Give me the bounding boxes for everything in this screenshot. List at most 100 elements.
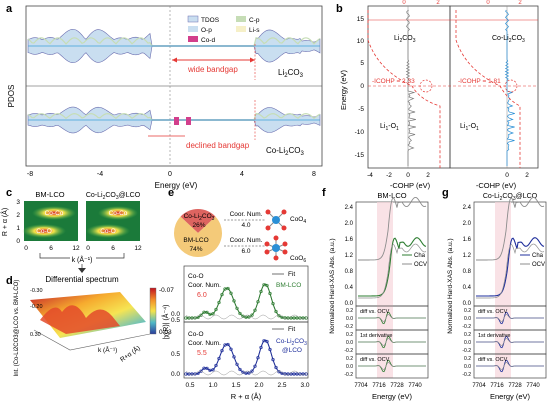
- panel-c-label: c: [6, 187, 12, 199]
- c-right-spot-coo: [86, 224, 130, 238]
- c-right-coco: Co-Co: [109, 210, 128, 217]
- g-ytick-1: 2.0: [463, 221, 472, 227]
- e-top-marker: [232, 299, 236, 303]
- e-bot-cn-value: 5.5: [197, 350, 207, 357]
- e-top-marker: [256, 300, 260, 304]
- d-cbar-max: -0.07: [159, 287, 174, 294]
- b-ytick-0: 15: [357, 16, 365, 23]
- b-left-material: Li2CO3: [394, 35, 416, 44]
- g-sub1-label: diff vs. OCV: [478, 309, 508, 315]
- c-title-right: Co-Li2CO3@LCO: [86, 192, 141, 201]
- legend-swatch-cp: [236, 16, 246, 22]
- f-ocv-top: [358, 196, 427, 261]
- e-xtick-5: 3.0: [300, 382, 309, 389]
- f-xas-curves: [358, 196, 427, 373]
- a-xtick-1: -4: [97, 171, 103, 178]
- cohp-curves: [367, 9, 521, 168]
- b-left-circle: [419, 79, 433, 93]
- c-right-spot-coco: [98, 206, 138, 220]
- e-bot-marker: [232, 355, 236, 359]
- d-colorbar-rect: [149, 287, 157, 335]
- e-top-fit-line: [186, 283, 306, 319]
- e-top-marker: [259, 289, 263, 294]
- e-coord-header-1: Coor. Num.: [230, 237, 263, 244]
- c-left-coco: Co-Co: [45, 210, 64, 217]
- b-right-bond: Li1-O1: [460, 123, 479, 132]
- e-bot-marker: [223, 343, 227, 347]
- panel-a-ylabel: PDOS: [7, 85, 16, 108]
- e-ytick-bot-1: 0.5: [171, 351, 180, 358]
- legend-swatch-tdos: [187, 15, 199, 23]
- e-top-cn-value: 6.0: [197, 292, 207, 299]
- arrow-head-right: [250, 57, 255, 63]
- g-sub3-ytick-0: 0.2: [464, 356, 471, 362]
- b-xtick-l3: 2: [426, 172, 430, 179]
- d-ztick-0: -0.30: [30, 288, 43, 294]
- e-top-data-line: [186, 283, 306, 319]
- e-ytick-top-1: 0.5: [171, 317, 180, 324]
- f-deriv-ocv: [358, 338, 426, 346]
- e-bot-marker: [217, 356, 221, 361]
- g-diff1-ocv: [476, 314, 544, 322]
- panel-a-label: a: [6, 3, 13, 15]
- panel-b-ylabel: Energy (eV): [339, 69, 348, 110]
- panel-b-xticks: -4 -2 0 2 0 2: [367, 172, 529, 179]
- panel-c: c BM-LCO Co-Li2CO3@LCO Co-Co Co-O Co-Co …: [0, 187, 142, 273]
- e-top-marker: [295, 316, 299, 320]
- e-bot-marker: [250, 369, 254, 373]
- declined-bandgap-label: declined bandgap: [186, 141, 250, 150]
- e-top-marker: [271, 302, 275, 306]
- b-right-circle: [504, 79, 518, 93]
- panel-a-xticks: -8 -4 0 4 8: [27, 171, 316, 178]
- g-xtick-2: 7728: [508, 383, 522, 389]
- panel-a-xlabel: Energy (eV): [155, 181, 198, 190]
- a-xtick-3: 4: [240, 171, 244, 178]
- g-sub1-ytick-2: -0.2: [462, 324, 471, 330]
- b-right-icohp-curve: [455, 10, 521, 168]
- c-left-coo: Co-O: [36, 228, 52, 235]
- e-pie-label-0: Co-Li2CO3: [184, 213, 215, 222]
- b-left-bond: Li1-O1: [380, 123, 399, 132]
- e-xtick-3: 2.0: [254, 382, 263, 389]
- f-diff2-ocv: [358, 362, 426, 370]
- panel-f-label: f: [322, 187, 326, 199]
- panel-g-label: g: [442, 187, 449, 199]
- c-xtick-r1: 6: [111, 245, 115, 252]
- f-sub1-ytick-1: 0.0: [346, 316, 353, 322]
- panel-e: e Co-Li2CO3 26% BM-LCO 74% Coor. Num. 4.…: [161, 187, 310, 401]
- e-pie-label-1: BM-LCO: [183, 237, 208, 244]
- f-sub1-label: diff vs. OCV: [360, 309, 390, 315]
- e-coo6-molecule: [264, 235, 288, 261]
- g-yticks: 2.4 2.0 1.6 1.2 0.8 0.4 0.0 0.2 0.0 -0.2…: [462, 205, 471, 378]
- e-ytick-top-0: 0.0: [171, 311, 180, 318]
- e-xticks: 0.5 1.0 1.5 2.0 2.5 3.0: [185, 382, 309, 389]
- e-top-marker: [217, 300, 221, 305]
- wide-bandgap-label: wide bandgap: [187, 65, 238, 74]
- e-bot-residual: [185, 370, 307, 376]
- f-sub2-ytick-0: 0.2: [346, 332, 353, 338]
- panel-e-label: e: [168, 187, 174, 199]
- e-coo4-molecule: [265, 209, 287, 231]
- e-bot-marker: [268, 347, 272, 352]
- g-sub2-ytick-2: -0.2: [462, 348, 471, 354]
- f-sub3-ytick-2: -0.2: [344, 372, 353, 378]
- e-xtick-0: 0.5: [185, 382, 194, 389]
- e-coord-value-0: 4.0: [241, 222, 250, 229]
- d-title: Differential spectrum: [45, 275, 119, 284]
- f-ytick-4: 0.8: [345, 269, 354, 275]
- e-xlabel: R + α (Å): [231, 392, 262, 401]
- dos-bottom-curves: [27, 100, 321, 140]
- e-bot-marker: [190, 372, 194, 376]
- panel-b-yticks: 15 10 5 0 -5 -10 -15: [355, 16, 365, 159]
- d-floor-edge: [33, 329, 151, 351]
- e-bot-marker: [202, 366, 206, 370]
- d-ztick-2: 0.30: [30, 332, 41, 338]
- f-ytick-5: 0.4: [345, 285, 354, 291]
- e-bot-marker: [226, 342, 230, 347]
- d-rlabel: R+α (Å): [118, 343, 142, 363]
- pie-slice-0: [180, 208, 216, 233]
- e-pie-value-1: 74%: [189, 246, 202, 253]
- c-arrow-head: [78, 268, 86, 273]
- b-right-icohp: -ICOHP = 1.81: [458, 78, 501, 85]
- c-ytick-0: 3: [16, 199, 20, 206]
